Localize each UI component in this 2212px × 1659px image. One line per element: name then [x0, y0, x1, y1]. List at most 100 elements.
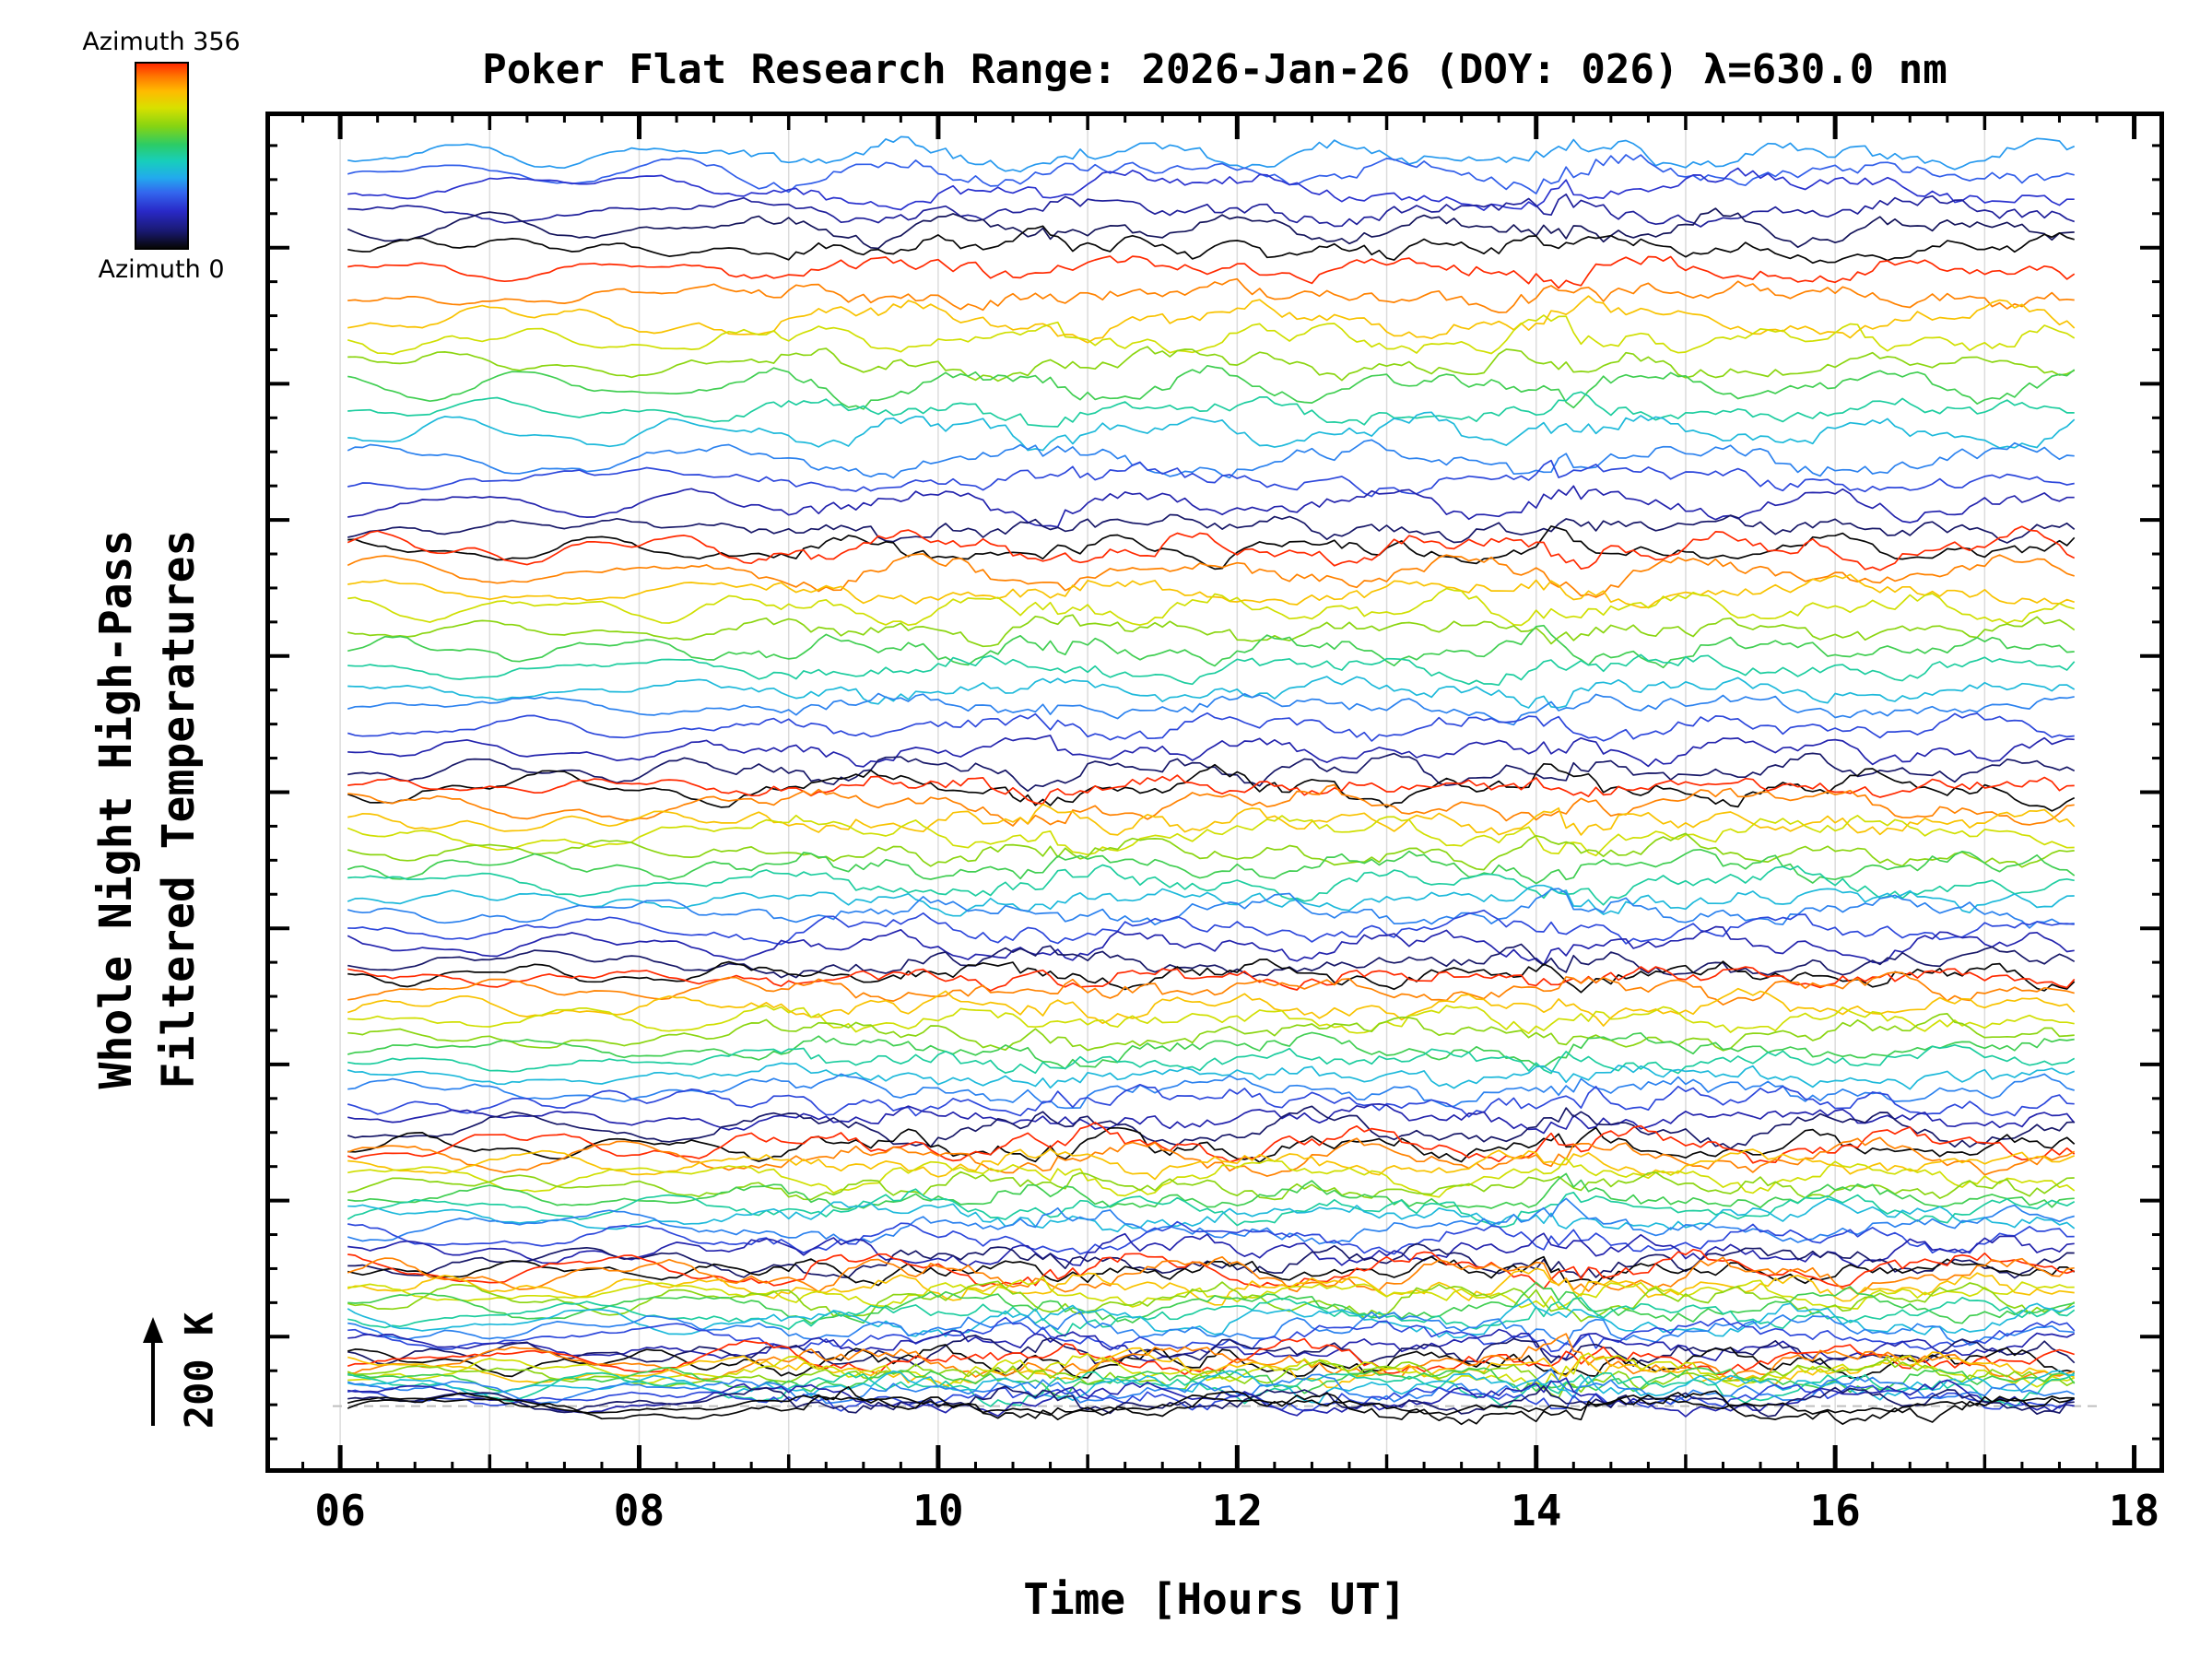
scale-arrow-icon — [143, 1317, 163, 1426]
temperature-trace — [347, 1043, 2076, 1075]
temperature-trace — [347, 1220, 2075, 1255]
temperature-trace — [347, 712, 2075, 742]
temperature-trace — [347, 987, 2076, 1027]
plot-border — [265, 112, 2164, 1473]
temperature-trace — [347, 1073, 2075, 1110]
temperature-trace — [347, 1136, 2076, 1177]
temperature-trace — [347, 1255, 2075, 1295]
temperature-trace — [347, 735, 2075, 768]
colorbar-bottom-label: Azimuth 0 — [98, 255, 225, 284]
temperature-trace — [347, 1122, 2076, 1164]
x-tick-label-10: 10 — [912, 1486, 964, 1535]
temperature-trace — [347, 1337, 2075, 1376]
temperature-trace — [347, 193, 2075, 228]
temperature-trace — [347, 1126, 2076, 1163]
temperature-trace — [347, 624, 2075, 669]
temperature-scale-bar: 200 K — [129, 1312, 240, 1433]
temperature-trace — [347, 864, 2075, 906]
y-axis-label-line2: Filtered Temperatures — [153, 529, 205, 1089]
temperature-trace — [347, 255, 2076, 289]
temperature-trace — [347, 1172, 2075, 1210]
temperature-trace — [347, 207, 2075, 250]
x-tick-label-16: 16 — [1809, 1486, 1861, 1535]
temperature-trace — [347, 1280, 2076, 1323]
x-tick-label-12: 12 — [1211, 1486, 1264, 1535]
temperature-trace — [347, 1344, 2075, 1379]
plot-area — [265, 112, 2164, 1473]
temperature-trace — [347, 485, 2075, 528]
temperature-trace — [347, 1105, 2075, 1150]
plot-title: Poker Flat Research Range: 2026-Jan-26 (… — [482, 46, 1947, 93]
temperature-trace — [347, 1005, 2075, 1034]
temperature-trace — [347, 573, 2075, 608]
temperature-trace — [347, 439, 2075, 479]
temperature-trace — [347, 1083, 2075, 1118]
temperature-trace — [347, 925, 2075, 966]
temperature-trace — [347, 653, 2076, 687]
colorbar-top-label: Azimuth 356 — [82, 28, 241, 56]
temperature-trace — [347, 1311, 2075, 1347]
temperature-trace — [347, 1281, 2075, 1324]
temperature-trace — [347, 1157, 2076, 1198]
temperature-trace — [347, 364, 2076, 410]
temperature-trace — [347, 1296, 2076, 1337]
temperature-trace — [347, 1197, 2075, 1245]
x-tick-label-18: 18 — [2108, 1486, 2160, 1535]
temperature-trace — [347, 391, 2075, 428]
temperature-trace — [347, 553, 2075, 598]
temperature-trace — [347, 1267, 2075, 1306]
temperature-trace — [347, 1031, 2075, 1070]
temperature-trace — [347, 1347, 2076, 1389]
temperature-trace — [347, 1368, 2076, 1406]
y-axis-label: Whole Night High-Pass Filtered Temperatu… — [85, 530, 210, 1089]
temperature-trace — [347, 1197, 2076, 1233]
temperature-trace — [347, 295, 2076, 344]
temperature-trace — [347, 1188, 2076, 1229]
x-axis-label: Time [Hours UT] — [1023, 1574, 1406, 1624]
temperature-trace — [347, 135, 2076, 173]
temperature-trace — [347, 1276, 2075, 1310]
temperature-trace — [347, 1316, 2076, 1353]
temperature-trace — [347, 1370, 2075, 1404]
temperature-trace — [347, 314, 2076, 356]
temperature-trace — [347, 1103, 2076, 1135]
temperature-trace — [347, 225, 2075, 265]
temperature-trace — [347, 803, 2076, 836]
temperature-trace — [347, 832, 2075, 871]
temperature-trace — [347, 1359, 2076, 1399]
temperature-traces-plot — [265, 112, 2164, 1473]
temperature-trace — [347, 814, 2075, 857]
temperature-trace — [347, 959, 2076, 994]
temperature-trace — [347, 1352, 2076, 1390]
temperature-trace — [347, 676, 2076, 709]
temperature-trace — [347, 971, 2075, 1006]
x-tick-label-08: 08 — [613, 1486, 665, 1535]
temperature-trace — [347, 513, 2076, 544]
temperature-trace — [347, 346, 2076, 382]
temperature-trace — [347, 943, 2076, 979]
azimuth-colorbar — [134, 62, 189, 250]
temperature-trace — [347, 411, 2076, 452]
temperature-trace — [347, 1062, 2076, 1090]
temperature-trace — [347, 774, 2075, 805]
temperature-trace — [347, 966, 2076, 992]
temperature-trace — [347, 1298, 2076, 1339]
temperature-trace — [347, 587, 2075, 627]
temperature-trace — [347, 848, 2076, 885]
temperature-trace — [347, 459, 2075, 498]
temperature-trace — [347, 525, 2076, 571]
x-tick-label-14: 14 — [1511, 1486, 1562, 1535]
temperature-trace — [347, 1385, 2075, 1418]
temperature-trace — [347, 1248, 2075, 1290]
x-axis-tick-labels: 06 08 10 12 14 16 18 — [265, 1486, 2164, 1541]
temperature-trace — [347, 277, 2075, 313]
temperature-trace — [347, 1385, 2075, 1426]
temperature-trace — [347, 614, 2076, 648]
temperature-trace — [347, 525, 2076, 571]
temperature-trace — [347, 1171, 2075, 1201]
temperature-trace — [347, 167, 2075, 211]
temperature-trace — [347, 909, 2075, 946]
x-tick-label-06: 06 — [314, 1486, 366, 1535]
azimuth-colorbar-legend: Azimuth 356 Azimuth 0 — [65, 28, 258, 284]
temperature-trace — [347, 1242, 2075, 1279]
